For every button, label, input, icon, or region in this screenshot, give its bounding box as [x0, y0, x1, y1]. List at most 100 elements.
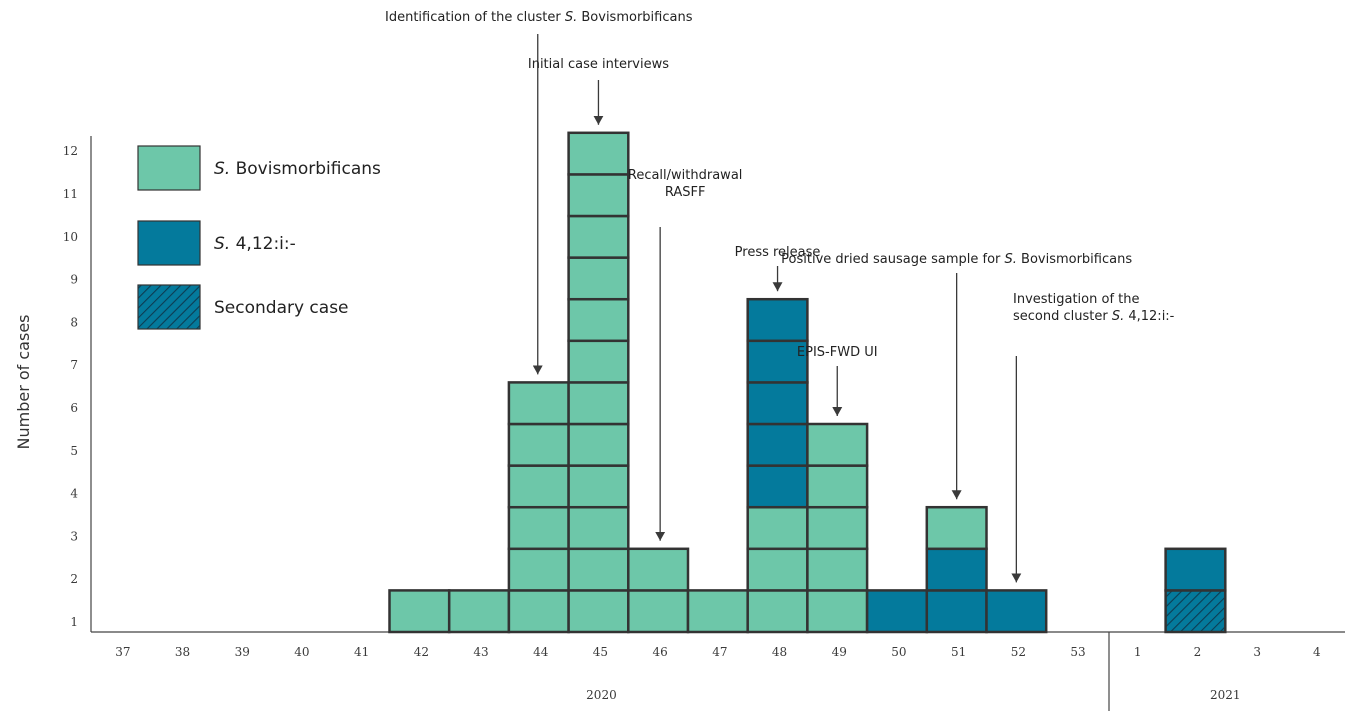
bar-unit-week-2 — [1164, 589, 1227, 634]
x-tick-label: 41 — [354, 645, 369, 659]
bar-unit-week-45 — [567, 547, 630, 592]
bar-unit-week-49 — [806, 589, 869, 634]
annotation-text: Identification of the cluster — [385, 10, 565, 25]
bar-unit-week-44 — [507, 464, 570, 509]
legend-label: S. Bovismorbificans — [214, 159, 381, 179]
bar-unit-week-44 — [507, 589, 570, 634]
annotation-text: S. — [565, 10, 577, 25]
bars — [388, 131, 1227, 634]
x-tick-label: 48 — [772, 645, 787, 659]
x-tick-label: 3 — [1253, 645, 1261, 659]
annotation-text: Initial case interviews — [528, 57, 669, 72]
annotation-text: Press release — [735, 245, 821, 260]
y-tick-label: 9 — [70, 273, 78, 287]
annotation-label: Investigation of the — [1013, 292, 1140, 307]
bar-unit-week-45 — [567, 589, 630, 634]
bar-unit-week-45 — [567, 131, 630, 176]
bar-unit-week-45 — [567, 173, 630, 218]
annotation-text: Investigation of the — [1013, 292, 1140, 307]
bar-unit-week-49 — [806, 422, 869, 467]
bar-unit-week-49 — [806, 505, 869, 551]
x-tick-label: 49 — [832, 645, 847, 659]
annotation-label: Press release — [735, 245, 821, 260]
bar-unit-week-45 — [567, 214, 630, 259]
bar-unit-week-45 — [567, 464, 630, 509]
y-tick-label: 12 — [63, 144, 78, 158]
y-axis-label: Number of cases — [14, 315, 33, 450]
x-tick-label: 43 — [473, 645, 488, 659]
legend-label-italic: S. — [214, 234, 230, 254]
x-tick-label: 46 — [653, 645, 668, 659]
annotation-label: Positive dried sausage sample for S. Bov… — [781, 252, 1132, 267]
x-tick-label: 37 — [115, 645, 130, 659]
legend-label-text: 4,12:i:- — [230, 234, 296, 254]
legend-swatch — [137, 284, 201, 330]
bar-unit-week-45 — [567, 381, 630, 426]
bar-unit-week-44 — [507, 505, 570, 551]
bar-unit-week-48 — [746, 505, 809, 551]
x-tick-label: 38 — [175, 645, 190, 659]
bar-unit-week-51 — [925, 547, 988, 592]
bar-unit-week-48 — [746, 547, 809, 592]
x-tick-label: 44 — [533, 645, 549, 659]
annotation-text: Recall/withdrawal — [628, 168, 743, 183]
bar-unit-week-44 — [507, 381, 570, 426]
annotation-text: S. — [1005, 252, 1017, 267]
x-tick-label: 47 — [712, 645, 727, 659]
bar-unit-week-48 — [746, 422, 809, 467]
year-label: 2020 — [586, 688, 617, 702]
bar-unit-week-48 — [746, 589, 809, 634]
y-tick-label: 8 — [70, 315, 78, 329]
bar-unit-week-48 — [746, 297, 809, 343]
annotation-text: RASFF — [665, 185, 706, 200]
annotation-text: S. — [1112, 309, 1124, 324]
annotation-label: second cluster S. 4,12:i:- — [1013, 309, 1175, 324]
annotation-text: Bovismorbificans — [577, 10, 692, 25]
bar-unit-week-49 — [806, 464, 869, 509]
annotation-text: Bovismorbificans — [1017, 252, 1132, 267]
bar-unit-week-2 — [1164, 547, 1227, 592]
x-tick-label: 51 — [951, 645, 966, 659]
annotation-label: RASFF — [665, 185, 706, 200]
bar-unit-week-45 — [567, 422, 630, 467]
x-tick-label: 45 — [593, 645, 608, 659]
x-tick-label: 39 — [235, 645, 250, 659]
bar-unit-week-44 — [507, 422, 570, 467]
annotations: Identification of the cluster S. Bovismo… — [385, 10, 1175, 583]
bar-unit-week-45 — [567, 256, 630, 301]
bar-unit-week-51 — [925, 589, 988, 634]
legend-swatch — [137, 220, 201, 266]
bar-unit-week-43 — [447, 589, 511, 634]
annotation-text: EPIS-FWD UI — [797, 345, 878, 360]
y-tick-label: 6 — [70, 401, 78, 415]
annotation-text: 4,12:i:- — [1124, 309, 1174, 324]
x-tick-label: 53 — [1070, 645, 1085, 659]
y-tick-label: 3 — [70, 529, 78, 543]
bar-unit-week-45 — [567, 339, 630, 384]
bar-unit-week-49 — [806, 547, 869, 592]
y-tick-label: 11 — [63, 187, 78, 201]
legend-label: Secondary case — [214, 298, 349, 318]
legend-label-italic: S. — [214, 159, 230, 179]
bar-unit-week-46 — [627, 547, 690, 592]
x-tick-label: 42 — [414, 645, 429, 659]
y-tick-label: 10 — [63, 230, 78, 244]
bar-unit-week-48 — [746, 464, 809, 509]
y-tick-label: 1 — [70, 615, 78, 629]
bar-unit-week-50 — [865, 589, 929, 634]
y-tick-label: 7 — [70, 358, 78, 372]
x-tick-label: 52 — [1011, 645, 1026, 659]
y-tick-label: 2 — [70, 572, 78, 586]
legend-swatch — [137, 145, 201, 191]
bar-unit-week-44 — [507, 547, 570, 592]
x-tick-label: 40 — [294, 645, 309, 659]
bar-unit-week-47 — [686, 589, 749, 634]
bar-unit-week-48 — [746, 381, 809, 426]
annotation-label: Identification of the cluster S. Bovismo… — [385, 10, 693, 25]
bar-unit-week-51 — [925, 505, 988, 551]
legend-label-text: Bovismorbificans — [230, 159, 381, 179]
x-tick-label: 2 — [1194, 645, 1202, 659]
